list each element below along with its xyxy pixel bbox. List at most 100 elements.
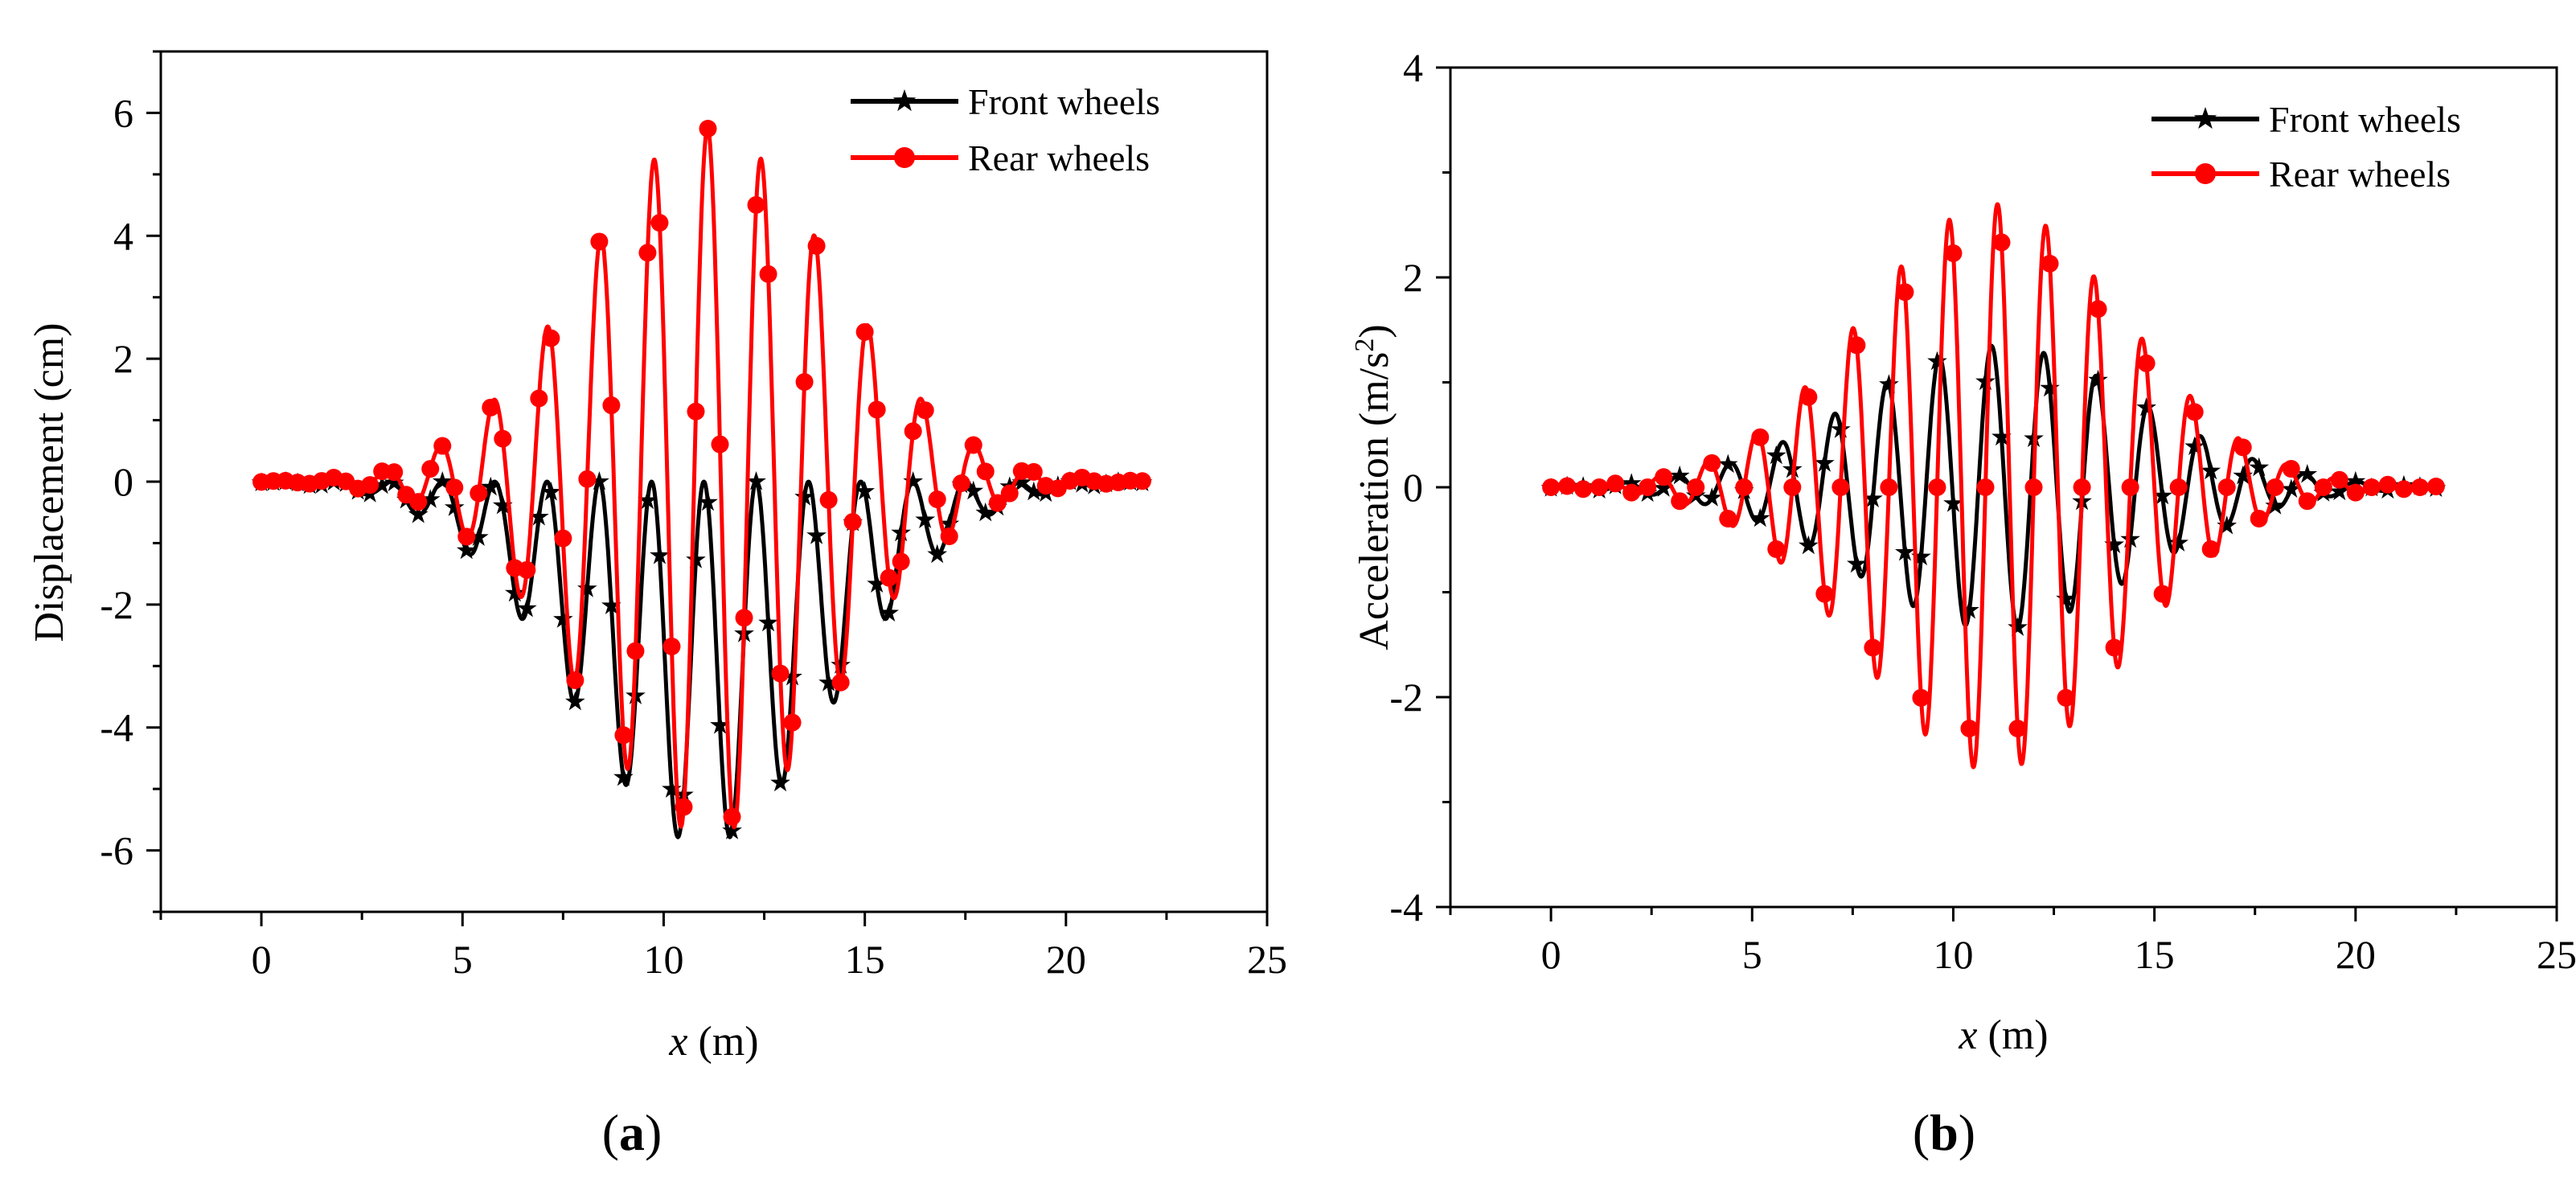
panel-b-rear-point xyxy=(1880,478,1898,496)
panel-b-front-point xyxy=(1669,465,1690,485)
panel-b-rear-point xyxy=(2041,254,2059,273)
panel-b-legend: Front wheels Rear wheels xyxy=(2151,99,2461,195)
panel-a-rear-point xyxy=(819,490,838,509)
panel-a-rear-point xyxy=(880,568,898,587)
panel-a-rear-point xyxy=(385,463,404,482)
panel-a-legend-front-marker xyxy=(892,89,917,112)
panel-a-front-point xyxy=(468,527,489,546)
panel-a-rear-point xyxy=(687,402,705,421)
panel-a-rear-point xyxy=(843,513,862,531)
panel-b-rear-point xyxy=(1783,478,1802,496)
panel-a-front-point xyxy=(408,504,429,523)
panel-b-x-axis-unit: (m) xyxy=(1978,1012,2049,1058)
panel-a-x-tick-label: 25 xyxy=(1247,937,1287,982)
panel-a-front-point xyxy=(541,482,561,501)
panel-b-rear-point xyxy=(1767,540,1786,558)
panel-a-y-tick-label: -2 xyxy=(100,582,133,627)
panel-a-front-point xyxy=(384,472,404,492)
panel-b-x-tick-label: 25 xyxy=(2537,932,2576,977)
panel-b-rear-point xyxy=(2330,470,2348,489)
panel-b-rear-point xyxy=(1574,480,1593,499)
panel-a-rear-point xyxy=(554,529,572,548)
panel-b-rear-point xyxy=(1832,478,1850,496)
panel-a-rear-point xyxy=(614,726,633,745)
panel-a-legend-front-label: Front wheels xyxy=(968,81,1160,122)
panel-b-x-tick-label: 10 xyxy=(1933,932,1973,977)
panel-b-rear-point xyxy=(2378,475,2397,494)
panel-b-y-tick-label: 0 xyxy=(1403,465,1423,510)
panel-a-y-tick-label: 2 xyxy=(113,336,133,381)
panel-a-x-tick-label: 5 xyxy=(453,937,473,982)
panel-b-rear-point xyxy=(1671,492,1689,511)
panel-a-front-point xyxy=(939,513,960,533)
panel-a-rear-point xyxy=(711,435,729,454)
panel-a-rear-point xyxy=(807,236,826,255)
panel-b-front-point xyxy=(1717,454,1738,474)
panel-a-front-point xyxy=(492,495,513,515)
panel-a-front-point xyxy=(432,471,453,490)
panel-a-label: (a) xyxy=(602,1104,662,1161)
panel-a-rear-point xyxy=(638,244,657,262)
panel-b-series xyxy=(1540,202,2447,770)
panel-b-rear-point xyxy=(2233,438,2252,457)
panel-a-x-tick-label: 15 xyxy=(845,937,885,982)
panel-a-x-axis-var: x xyxy=(668,1019,687,1065)
panel-a-front-point xyxy=(613,766,634,786)
panel-a-rear-point xyxy=(735,609,753,627)
panel-a-front-point xyxy=(879,602,899,622)
panel-b-rear-point xyxy=(1960,719,1979,737)
panel-a-rear-point xyxy=(783,713,802,732)
panel-b-front-point xyxy=(2201,460,2221,480)
panel-a-front-point xyxy=(710,715,730,734)
panel-a-front-point xyxy=(553,609,573,628)
panel-a-front-point xyxy=(915,509,936,528)
panel-b-front-point xyxy=(2152,485,2172,505)
panel-a-front-point xyxy=(867,573,887,593)
panel-a: 0 5 10 15 20 25 -6 -4 -2 0 2 4 6 Displacement (cm) x… xyxy=(27,50,1287,1161)
panel-b-rear-point xyxy=(1976,478,1995,496)
panel-b-front-point xyxy=(2265,495,2286,515)
panel-b-front-point xyxy=(2008,617,2028,636)
panel-a-front-point xyxy=(818,672,839,692)
panel-a-legend-rear-label: Rear wheels xyxy=(968,137,1150,179)
panel-a-rear-point xyxy=(831,673,850,692)
panel-a-rear-point xyxy=(578,470,597,488)
panel-b-x-tick-label: 15 xyxy=(2135,932,2175,977)
panel-a-rear-point xyxy=(494,429,512,448)
panel-a-rear-point xyxy=(964,436,982,454)
panel-a-rear-point xyxy=(662,637,681,655)
panel-a-rear-point xyxy=(904,422,922,441)
panel-a-x-tick-label: 0 xyxy=(252,937,272,982)
panel-a-rear-point xyxy=(482,398,500,417)
panel-a-front-point xyxy=(975,502,996,522)
panel-a-front-point xyxy=(650,545,670,564)
panel-a-front-point xyxy=(722,820,742,839)
panel-a-rear-point xyxy=(916,401,934,420)
panel-b-front-point xyxy=(1799,535,1819,555)
panel-a-front-point xyxy=(565,691,585,711)
panel-b-rear-point xyxy=(2169,478,2188,496)
panel-a-x-tick-label: 20 xyxy=(1046,937,1086,982)
panel-a-front-point xyxy=(927,544,948,564)
panel-a-legend: Front wheels Rear wheels xyxy=(851,81,1160,179)
panel-b-rear-point xyxy=(2185,403,2204,421)
panel-b-rear-point xyxy=(2410,478,2429,496)
panel-a-rear-point xyxy=(868,400,886,419)
panel-b-front-point xyxy=(1879,374,1899,393)
panel-b-rear-point xyxy=(1590,478,1609,496)
panel-b-front-point xyxy=(1831,419,1851,438)
panel-a-rear-point xyxy=(361,476,379,495)
panel-a-rear-point xyxy=(976,462,995,481)
panel-a-rear-point xyxy=(457,527,476,546)
panel-b-front-point xyxy=(2233,465,2254,485)
panel-b-y-tick-label: 4 xyxy=(1403,45,1423,90)
panel-a-y-tick-label: 6 xyxy=(113,90,133,135)
panel-a-series-line-front xyxy=(260,479,1148,839)
panel-b-rear-point xyxy=(2250,509,2268,527)
panel-a-front-point xyxy=(891,522,911,542)
panel-a-rear-point xyxy=(421,460,440,478)
panel-b-rear-point xyxy=(2426,477,2445,495)
panel-b-front-point xyxy=(1991,426,2012,446)
panel-b-x-tick-label: 5 xyxy=(1742,932,1762,977)
